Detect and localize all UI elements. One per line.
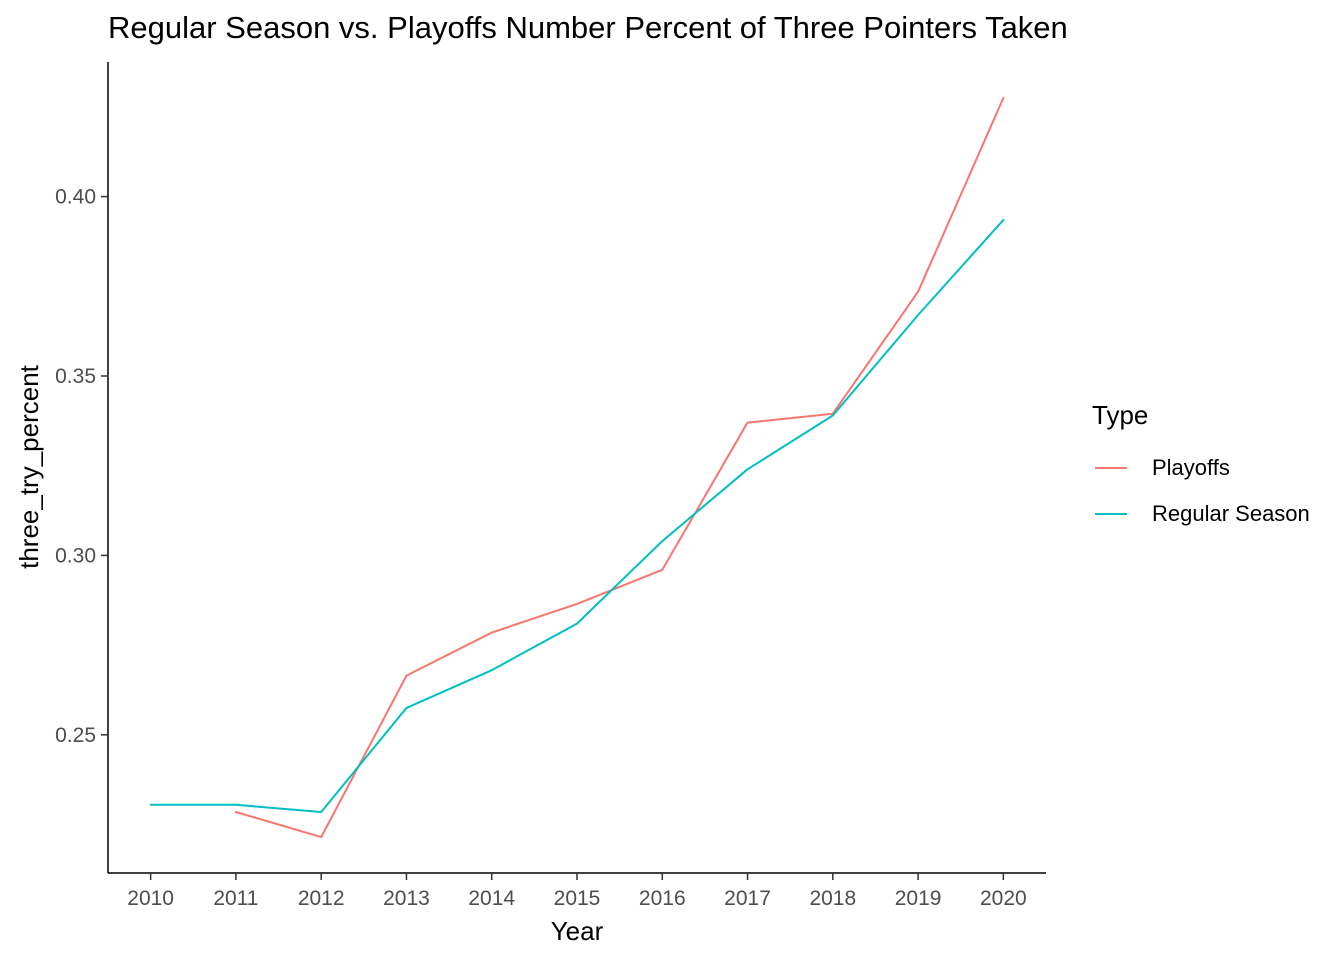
legend-label-regular-season: Regular Season bbox=[1152, 501, 1310, 526]
x-tick-label: 2019 bbox=[895, 887, 942, 910]
x-tick-label: 2020 bbox=[980, 887, 1027, 910]
y-tick-label: 0.35 bbox=[55, 365, 96, 388]
legend-title: Type bbox=[1092, 400, 1149, 430]
legend-swatch-playoffs bbox=[1092, 453, 1130, 483]
x-tick-label: 2017 bbox=[724, 887, 771, 910]
x-tick-label: 2018 bbox=[809, 887, 856, 910]
x-tick-label: 2016 bbox=[639, 887, 686, 910]
legend-swatch-regular-season bbox=[1092, 499, 1130, 529]
x-tick-label: 2010 bbox=[127, 887, 174, 910]
y-tick-label: 0.30 bbox=[55, 544, 96, 567]
y-tick-label: 0.40 bbox=[55, 186, 96, 209]
x-tick-label: 2014 bbox=[468, 887, 515, 910]
x-tick-label: 2013 bbox=[383, 887, 430, 910]
x-tick-label: 2011 bbox=[213, 887, 258, 910]
legend-item-regular-season: Regular Season bbox=[1092, 499, 1310, 529]
x-tick-label: 2012 bbox=[298, 887, 345, 910]
y-axis-label: three_try_percent bbox=[14, 364, 44, 569]
x-tick-label: 2015 bbox=[554, 887, 601, 910]
legend-label-playoffs: Playoffs bbox=[1152, 455, 1230, 480]
x-axis-label: Year bbox=[551, 916, 604, 946]
legend-item-playoffs: Playoffs bbox=[1092, 453, 1230, 483]
chart-title: Regular Season vs. Playoffs Number Perce… bbox=[108, 10, 1068, 45]
series-line-playoffs bbox=[234, 96, 1005, 839]
series-line-regular-season bbox=[149, 218, 1005, 813]
y-tick-label: 0.25 bbox=[55, 724, 96, 747]
